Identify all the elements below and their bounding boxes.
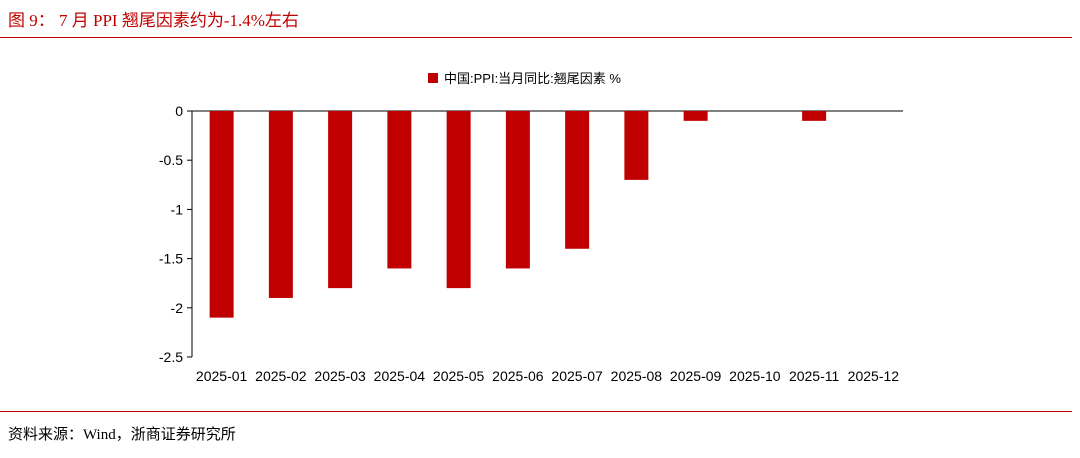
x-tick-label: 2025-01 [196,368,248,384]
source-note: 资料来源：Wind，浙商证券研究所 [8,427,236,443]
bar-series [209,111,827,318]
x-tick-label: 2025-08 [611,368,663,384]
y-axis: 0 -0.5 -1 -1.5 -2 -2.5 [159,103,192,365]
y-tick-label: -2 [171,300,184,316]
x-tick-label: 2025-07 [551,368,603,384]
x-tick-label: 2025-03 [314,368,366,384]
x-axis: 2025-01 2025-02 2025-03 2025-04 2025-05 2025-… [196,368,899,384]
legend-label: 中国:PPI:当月同比:翘尾因素 % [444,71,621,86]
x-tick-label: 2025-05 [433,368,485,384]
bar [446,111,471,289]
bar [624,111,649,180]
x-tick-label: 2025-06 [492,368,544,384]
y-tick-label: -1.5 [159,251,183,267]
legend-swatch [428,73,438,83]
y-tick-label: -1 [171,201,184,217]
x-tick-label: 2025-09 [670,368,722,384]
footer-divider [0,411,1072,412]
bar [683,111,708,121]
y-tick-label: -0.5 [159,152,183,168]
bar [209,111,234,318]
chart-legend: 中国:PPI:当月同比:翘尾因素 % [428,71,621,86]
figure-title: 图 9： 7 月 PPI 翘尾因素约为-1.4%左右 [8,11,299,30]
bar [802,111,827,121]
bar [505,111,530,269]
y-tick-label: 0 [175,103,183,119]
x-tick-label: 2025-11 [789,368,840,384]
x-tick-label: 2025-10 [729,368,781,384]
x-tick-label: 2025-04 [374,368,426,384]
title-divider [0,37,1072,38]
bar [387,111,412,269]
y-tick-label: -2.5 [159,349,183,365]
x-tick-label: 2025-12 [848,368,900,384]
bar [328,111,353,289]
bar [565,111,590,249]
bar [268,111,293,298]
x-tick-label: 2025-02 [255,368,307,384]
